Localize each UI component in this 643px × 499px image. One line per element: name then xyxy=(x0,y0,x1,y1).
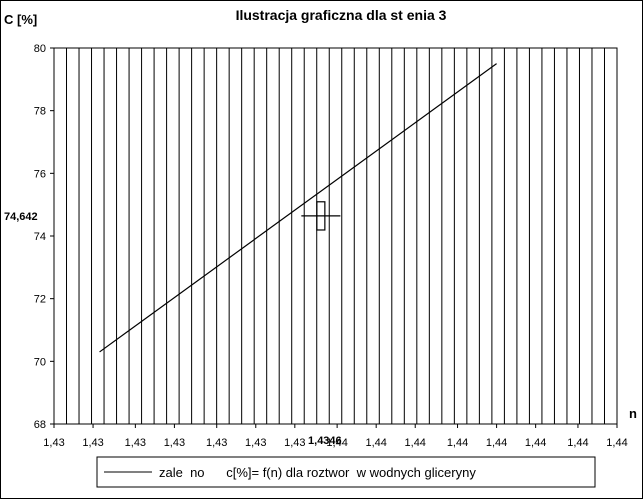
point-y-label: 74,642 xyxy=(4,211,38,223)
x-axis-ticks: 1,43 1,43 1,43 1,43 1,43 1,43 1,43 1,44 1,44 1,44… xyxy=(43,424,628,449)
y-axis-label: C [%] xyxy=(4,12,37,27)
x-tick-label: 1,43 xyxy=(82,437,103,449)
y-tick-label: 78 xyxy=(34,106,46,118)
point-x-label: 1,4346 xyxy=(308,435,342,447)
x-tick-label: 1,43 xyxy=(245,437,266,449)
y-tick-label: 74 xyxy=(34,231,46,243)
chart-title: Ilustracja graficzna dla st enia 3 xyxy=(236,7,447,23)
legend-box xyxy=(96,456,596,488)
vertical-gridlines xyxy=(66,48,605,424)
legend: zale no c[%]= f(n) dla roztwor w wodnych… xyxy=(96,456,596,488)
x-tick-label: 1,43 xyxy=(284,437,305,449)
y-tick-label: 80 xyxy=(34,43,46,55)
x-tick-label: 1,44 xyxy=(486,437,507,449)
x-tick-label: 1,43 xyxy=(125,437,146,449)
plot-area xyxy=(53,47,618,425)
y-tick-label: 68 xyxy=(34,419,46,431)
x-tick-label: 1,44 xyxy=(525,437,546,449)
x-tick-label: 1,44 xyxy=(567,437,588,449)
x-tick-label: 1,44 xyxy=(405,437,426,449)
x-tick-label: 1,43 xyxy=(206,437,227,449)
x-axis-label: n xyxy=(629,406,637,421)
x-tick-label: 1,43 xyxy=(164,437,185,449)
series-layer xyxy=(99,63,497,353)
y-tick-label: 72 xyxy=(34,294,46,306)
legend-label: zale no c[%]= f(n) dla roztwor w wodnych… xyxy=(159,465,476,480)
y-tick-label: 70 xyxy=(34,356,46,368)
x-tick-label: 1,43 xyxy=(43,437,64,449)
x-tick-label: 1,44 xyxy=(447,437,468,449)
x-tick-label: 1,44 xyxy=(606,437,627,449)
x-tick-label: 1,44 xyxy=(326,437,347,449)
annotations: 1,4346 74,642 xyxy=(4,201,342,447)
y-tick-label: 76 xyxy=(34,168,46,180)
series-line xyxy=(99,63,497,353)
y-error-bar xyxy=(316,201,326,231)
x-tick-label: 1,44 xyxy=(365,437,386,449)
y-axis-ticks: 68 70 72 74 76 78 80 xyxy=(34,43,54,431)
